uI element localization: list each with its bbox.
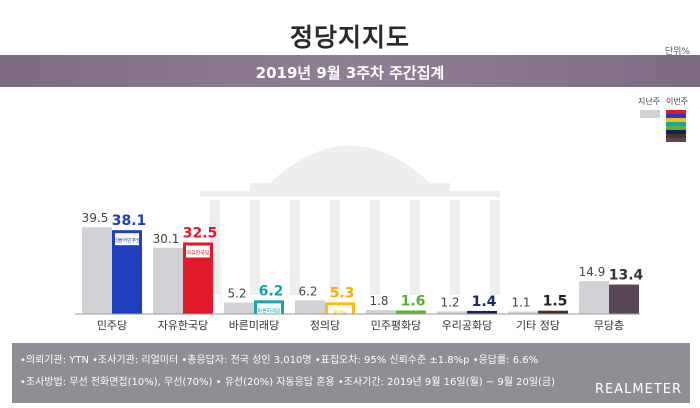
value-label-curr-3: 5.3 xyxy=(330,285,355,301)
value-label-prev-3: 6.2 xyxy=(298,284,317,298)
party-support-chart: 지난주 이번주 39.5 38.1 더불어민주당 30.1 32.5 자유한국당 5.2 6.… xyxy=(75,96,688,332)
value-label-prev-4: 1.8 xyxy=(369,294,388,308)
category-label-3: 정의당 xyxy=(310,319,340,332)
brand-logo: REALMETER xyxy=(595,382,682,397)
bar-prev-4 xyxy=(366,310,396,314)
party-logo-1: 자유한국당 xyxy=(186,250,209,257)
bar-prev-2 xyxy=(224,302,254,314)
survey-info-line-1: •의뢰기관: YTN •조사기관: 리얼미터 •총응답자: 전국 성인 3,01… xyxy=(20,355,539,366)
page-title: 정당지지도 xyxy=(289,23,410,52)
category-label-7: 무당층 xyxy=(594,319,624,332)
bar-curr-6 xyxy=(538,310,568,314)
category-label-2: 바른미래당 xyxy=(229,319,280,332)
bar-curr-5 xyxy=(467,310,497,314)
legend-curr-swatch-4 xyxy=(666,126,686,130)
bar-prev-0 xyxy=(82,227,112,314)
bar-prev-5 xyxy=(437,311,467,314)
value-label-prev-1: 30.1 xyxy=(153,232,180,246)
bar-prev-1 xyxy=(153,247,183,314)
value-label-curr-1: 32.5 xyxy=(183,226,218,242)
category-label-1: 자유한국당 xyxy=(158,319,209,332)
category-label-6: 기타 정당 xyxy=(516,319,560,332)
value-label-prev-5: 1.2 xyxy=(440,295,459,309)
legend-prev-label: 지난주 xyxy=(638,97,660,106)
survey-info-line-2: •조사방법: 무선 전화면접(10%), 무선(70%) • 유선(20%) 자… xyxy=(20,377,556,388)
bar-prev-7 xyxy=(579,281,609,314)
legend-curr-swatch-6 xyxy=(666,134,686,138)
category-label-4: 민주평화당 xyxy=(371,319,422,332)
unit-label: 단위% xyxy=(664,47,690,57)
legend-curr-swatch-7 xyxy=(666,138,686,142)
value-label-curr-4: 1.6 xyxy=(401,293,426,309)
bar-prev-3 xyxy=(295,300,325,314)
bar-curr-7 xyxy=(609,284,639,314)
legend: 지난주 이번주 xyxy=(638,96,688,142)
party-logo-3: 정의당 xyxy=(333,309,347,316)
survey-info: •의뢰기관: YTN •조사기관: 리얼미터 •총응답자: 전국 성인 3,01… xyxy=(12,343,690,403)
value-label-prev-7: 14.9 xyxy=(579,265,606,279)
bar-prev-6 xyxy=(508,311,538,314)
legend-prev-swatch xyxy=(640,110,660,118)
legend-curr-swatch-3 xyxy=(666,122,686,126)
background-building xyxy=(200,145,500,295)
bar-curr-4 xyxy=(396,310,426,314)
legend-curr-swatch-0 xyxy=(666,110,686,114)
legend-curr-swatch-5 xyxy=(666,130,686,134)
value-label-curr-7: 13.4 xyxy=(609,268,644,284)
value-label-curr-2: 6.2 xyxy=(259,283,284,299)
legend-curr-swatches xyxy=(666,110,686,142)
legend-curr-swatch-1 xyxy=(666,114,686,118)
category-label-0: 민주당 xyxy=(97,319,127,332)
party-logo-box-2 xyxy=(257,303,281,316)
legend-curr-swatch-2 xyxy=(666,118,686,122)
value-label-curr-5: 1.4 xyxy=(472,294,497,310)
legend-curr-label: 이번주 xyxy=(666,96,688,106)
value-label-curr-6: 1.5 xyxy=(543,294,568,310)
value-label-prev-0: 39.5 xyxy=(82,211,109,225)
party-logo-box-0 xyxy=(115,233,139,246)
party-logo-box-1 xyxy=(186,245,210,258)
value-label-prev-2: 5.2 xyxy=(227,287,246,301)
subtitle-bar: 2019년 9월 3주차 주간집계 xyxy=(0,55,700,87)
subtitle: 2019년 9월 3주차 주간집계 xyxy=(255,64,445,82)
value-label-curr-0: 38.1 xyxy=(112,213,147,229)
category-label-5: 우리공화당 xyxy=(442,319,493,332)
value-label-prev-6: 1.1 xyxy=(511,296,530,310)
party-logo-2: 바른미래당 xyxy=(257,307,280,314)
party-logo-0: 더불어민주당 xyxy=(113,237,141,244)
